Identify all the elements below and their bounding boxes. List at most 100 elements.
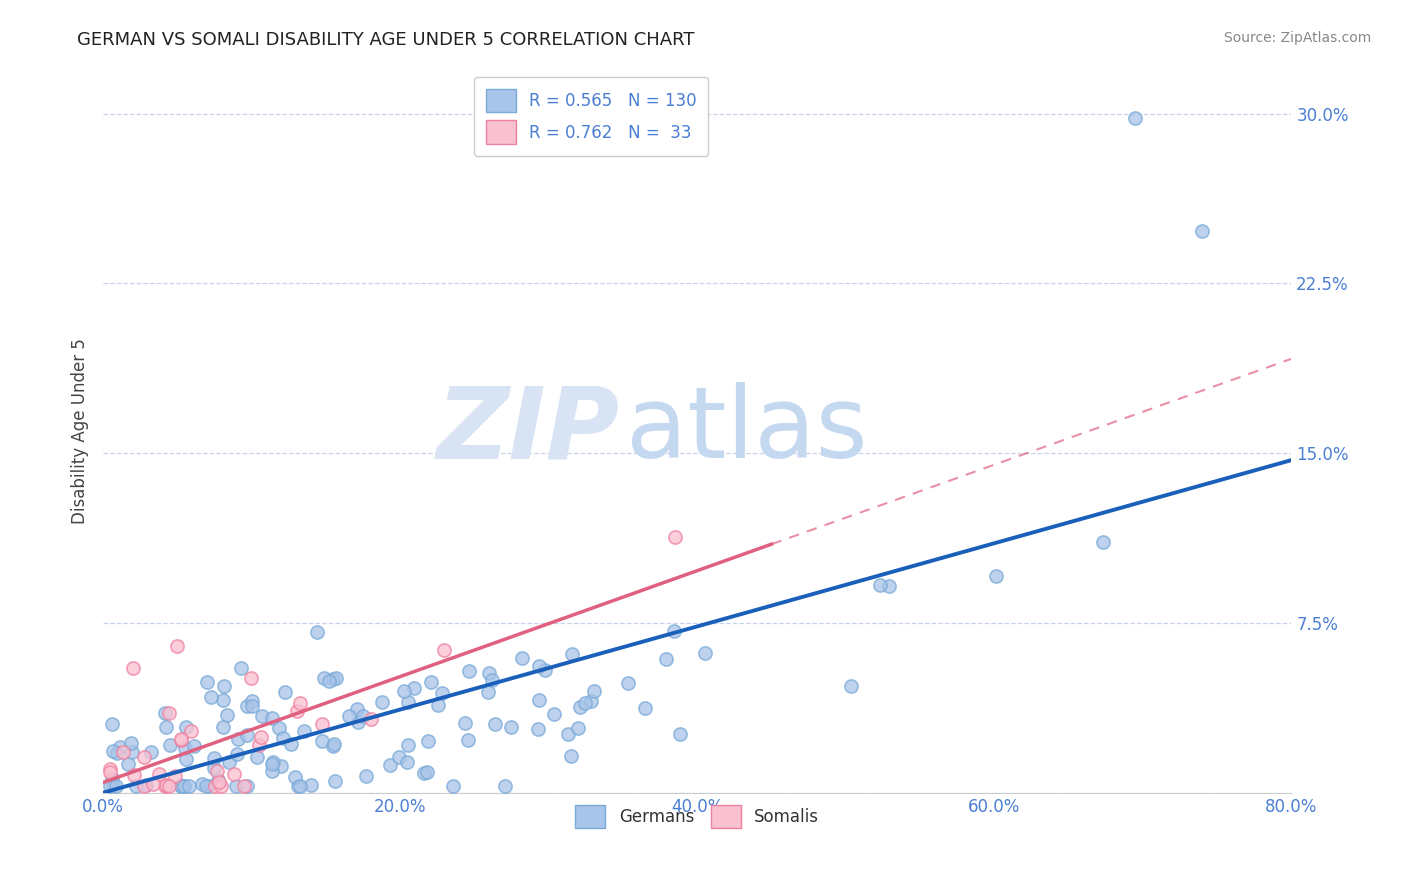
Point: [527, 722, 550, 736]
Point: [557, 727, 579, 741]
Point: [322, 739, 344, 754]
Point: [142, 777, 165, 791]
Point: [430, 686, 453, 700]
Point: [294, 723, 316, 738]
Text: GERMAN VS SOMALI DISABILITY AGE UNDER 5 CORRELATION CHART: GERMAN VS SOMALI DISABILITY AGE UNDER 5 …: [77, 31, 695, 49]
Point: [111, 745, 134, 759]
Point: [122, 768, 145, 782]
Point: [205, 764, 228, 779]
Point: [247, 738, 270, 752]
Point: [454, 715, 477, 730]
Point: [121, 661, 143, 675]
Point: [240, 671, 263, 685]
Point: [177, 779, 200, 793]
Point: [225, 747, 247, 762]
Point: [212, 679, 235, 693]
Point: [176, 720, 198, 734]
Point: [135, 779, 157, 793]
Point: [155, 720, 177, 734]
Point: [323, 737, 346, 751]
Point: [207, 772, 229, 787]
Point: [378, 758, 401, 772]
Point: [561, 647, 583, 661]
Point: [616, 676, 638, 690]
Point: [134, 779, 156, 793]
Point: [398, 695, 420, 709]
Point: [305, 624, 328, 639]
Point: [314, 671, 336, 685]
Point: [155, 778, 177, 792]
Point: [395, 755, 418, 769]
Point: [347, 714, 370, 729]
Point: [655, 651, 678, 665]
Point: [197, 779, 219, 793]
Point: [139, 745, 162, 759]
Point: [262, 757, 284, 772]
Point: [166, 639, 188, 653]
Point: [200, 690, 222, 705]
Point: [360, 712, 382, 726]
Point: [662, 624, 685, 638]
Point: [173, 779, 195, 793]
Point: [1191, 224, 1213, 238]
Point: [174, 752, 197, 766]
Point: [212, 720, 235, 734]
Point: [984, 569, 1007, 583]
Point: [170, 731, 193, 746]
Point: [157, 779, 180, 793]
Point: [839, 679, 862, 693]
Point: [484, 717, 506, 731]
Point: [288, 779, 311, 793]
Point: [170, 779, 193, 793]
Point: [433, 643, 456, 657]
Point: [494, 779, 516, 793]
Point: [877, 578, 900, 592]
Point: [226, 731, 249, 746]
Point: [567, 721, 589, 735]
Point: [170, 779, 193, 793]
Point: [1125, 112, 1147, 126]
Point: [499, 720, 522, 734]
Point: [371, 695, 394, 709]
Point: [404, 681, 426, 695]
Point: [416, 764, 439, 779]
Point: [543, 706, 565, 721]
Text: ZIP: ZIP: [437, 382, 620, 479]
Point: [165, 769, 187, 783]
Point: [108, 739, 131, 754]
Point: [125, 779, 148, 793]
Point: [173, 779, 195, 793]
Point: [695, 646, 717, 660]
Point: [250, 709, 273, 723]
Point: [288, 696, 311, 710]
Point: [250, 730, 273, 744]
Point: [101, 717, 124, 731]
Point: [274, 684, 297, 698]
Point: [191, 777, 214, 791]
Point: [121, 745, 143, 759]
Point: [388, 750, 411, 764]
Legend: Germans, Somalis: Germans, Somalis: [568, 798, 825, 835]
Point: [477, 685, 499, 699]
Point: [202, 750, 225, 764]
Point: [260, 711, 283, 725]
Text: Source: ZipAtlas.com: Source: ZipAtlas.com: [1223, 31, 1371, 45]
Point: [582, 684, 605, 698]
Point: [101, 778, 124, 792]
Point: [204, 779, 226, 793]
Point: [183, 739, 205, 754]
Point: [356, 769, 378, 783]
Point: [246, 749, 269, 764]
Point: [262, 755, 284, 769]
Point: [569, 699, 592, 714]
Point: [159, 738, 181, 752]
Point: [222, 767, 245, 781]
Point: [98, 762, 121, 776]
Point: [311, 734, 333, 748]
Point: [510, 651, 533, 665]
Point: [208, 775, 231, 789]
Point: [318, 673, 340, 688]
Point: [231, 661, 253, 675]
Point: [527, 693, 550, 707]
Point: [457, 733, 479, 747]
